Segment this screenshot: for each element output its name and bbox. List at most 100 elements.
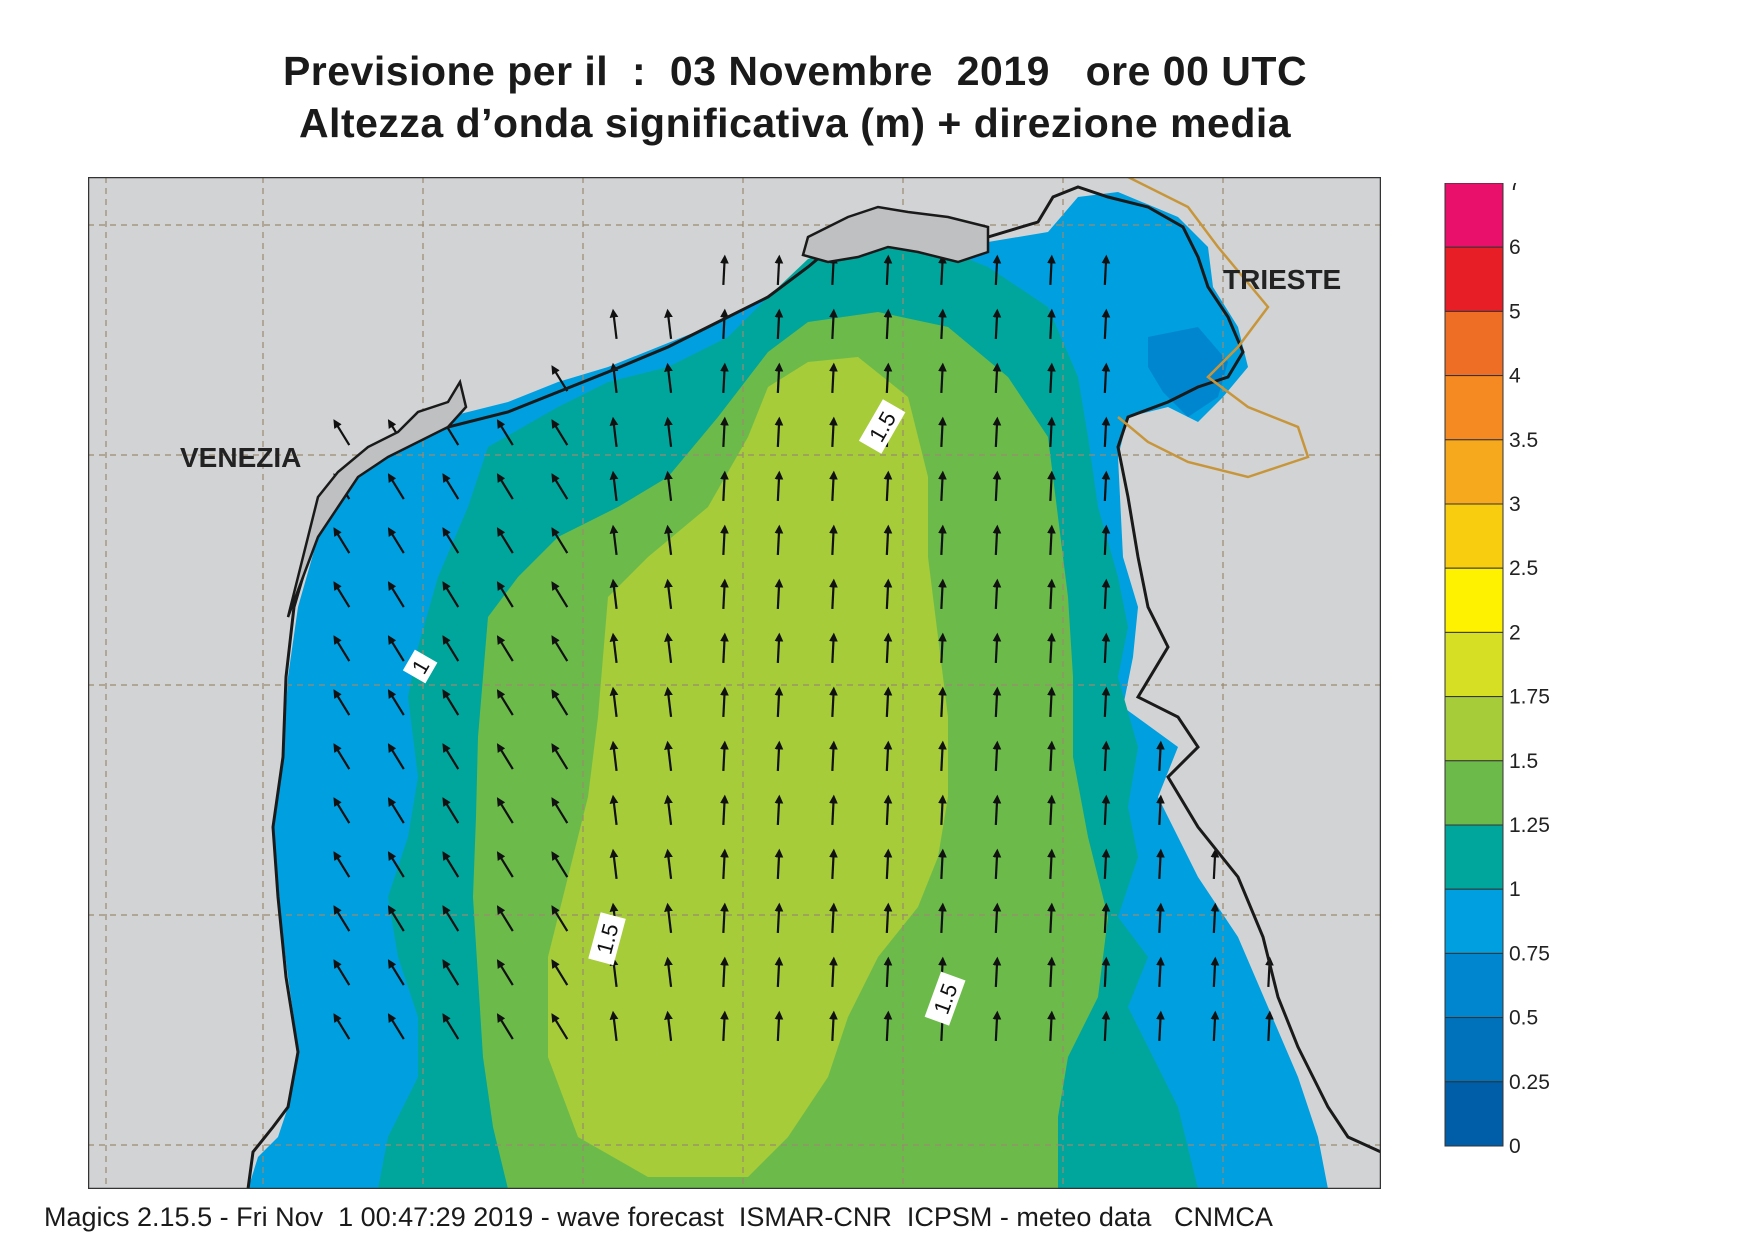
direction-arrow	[938, 794, 947, 826]
direction-arrow	[829, 1010, 838, 1042]
direction-arrow	[442, 797, 460, 824]
direction-arrow	[883, 956, 893, 988]
legend-swatch	[1444, 503, 1504, 569]
direction-arrow	[496, 635, 514, 662]
direction-arrow	[883, 632, 893, 664]
direction-arrow	[829, 524, 838, 556]
direction-arrow	[720, 902, 729, 934]
legend-swatch	[1444, 1017, 1504, 1083]
direction-arrow	[829, 686, 838, 718]
direction-arrow	[720, 254, 729, 286]
direction-arrow	[720, 848, 729, 880]
direction-arrow	[774, 902, 784, 934]
contour-label-bg-mid	[402, 649, 438, 684]
legend-swatch	[1444, 375, 1504, 441]
direction-arrow	[1047, 686, 1056, 718]
direction-arrow	[720, 740, 729, 772]
direction-arrow	[829, 632, 838, 664]
direction-arrow	[442, 527, 460, 554]
contour-label-bg-right	[924, 971, 966, 1026]
direction-arrow	[551, 527, 569, 554]
direction-arrow	[829, 308, 838, 340]
legend-tick-label: 0.25	[1509, 1071, 1550, 1094]
direction-arrow	[442, 689, 460, 716]
direction-arrow	[496, 581, 514, 608]
legend-swatch	[1444, 567, 1504, 633]
direction-arrow	[720, 578, 729, 610]
direction-arrow	[551, 743, 569, 770]
direction-arrow	[1101, 632, 1111, 664]
legend-tick-label: 2.5	[1509, 557, 1538, 580]
direction-arrow	[333, 635, 351, 662]
direction-arrow	[774, 848, 784, 880]
legend-swatch	[1444, 888, 1504, 954]
direction-arrow	[1101, 902, 1111, 934]
direction-arrow	[1101, 416, 1111, 448]
direction-arrow	[387, 1013, 405, 1040]
direction-arrow	[609, 308, 619, 340]
direction-arrow	[938, 362, 947, 394]
direction-arrow	[992, 416, 1002, 448]
direction-arrow	[774, 308, 784, 340]
direction-arrow	[1047, 416, 1056, 448]
legend-tick-label: 2	[1509, 621, 1521, 644]
direction-arrow	[720, 470, 729, 502]
direction-arrow	[992, 308, 1002, 340]
direction-arrow	[496, 797, 514, 824]
color-legend: 7 6 5 4 3.5 3 2.5 2 1.75 1.5 1.25 1 0.75 0.5 0.25 0	[1444, 183, 1550, 1158]
direction-arrow	[992, 1010, 1002, 1042]
legend-tick-label: 5	[1509, 300, 1521, 323]
direction-arrow	[609, 686, 619, 718]
footer-credit: Magics 2.15.5 - Fri Nov 1 00:47:29 2019 …	[44, 1202, 1273, 1232]
lagoon-islands-east	[801, 205, 990, 264]
coastline	[246, 185, 1381, 1189]
direction-arrow	[333, 905, 351, 932]
direction-arrow	[1156, 794, 1165, 826]
direction-arrow	[387, 743, 405, 770]
direction-arrow	[1156, 740, 1165, 772]
direction-arrow	[829, 362, 838, 394]
legend-tick-label: 3.5	[1509, 429, 1538, 452]
direction-arrow	[720, 794, 729, 826]
map-frame	[88, 177, 1381, 1189]
wave-height-map: VENEZIA TRIESTE 1.5 1 1.5 1.5	[88, 177, 1381, 1189]
legend-swatch	[1444, 439, 1504, 505]
city-label-trieste: TRIESTE	[1223, 264, 1341, 295]
direction-arrow	[387, 527, 405, 554]
legend-tick-label: 6	[1509, 236, 1521, 259]
direction-arrow	[1047, 524, 1056, 556]
direction-arrow	[992, 254, 1002, 286]
direction-arrow	[1101, 308, 1111, 340]
direction-arrow	[992, 848, 1002, 880]
direction-arrow	[720, 416, 729, 448]
direction-arrow	[1047, 578, 1056, 610]
direction-arrow	[992, 902, 1002, 934]
legend-tick-label: 0.75	[1509, 942, 1550, 965]
direction-arrow	[551, 473, 569, 500]
direction-arrow	[720, 308, 729, 340]
direction-arrow	[1047, 794, 1056, 826]
direction-arrow	[664, 956, 673, 988]
direction-arrow	[664, 848, 673, 880]
direction-arrow	[1047, 470, 1056, 502]
direction-arrow	[829, 578, 838, 610]
direction-arrow	[664, 740, 673, 772]
direction-arrow	[1156, 956, 1165, 988]
direction-arrow	[774, 254, 784, 286]
direction-arrow	[829, 794, 838, 826]
direction-arrow	[938, 524, 947, 556]
direction-arrow	[551, 905, 569, 932]
direction-arrow	[1156, 902, 1165, 934]
direction-arrow	[1047, 1010, 1056, 1042]
direction-arrow	[442, 905, 460, 932]
direction-arrow	[333, 527, 351, 554]
direction-arrow	[1047, 740, 1056, 772]
direction-arrow	[664, 578, 673, 610]
sea-band-0.5-0.75	[1148, 327, 1228, 417]
contour-label-bg-top	[858, 399, 906, 454]
sea-band-1.5-1.75	[548, 357, 948, 1177]
direction-arrow	[609, 524, 619, 556]
direction-arrow	[774, 740, 784, 772]
legend-tick-label: 0	[1509, 1135, 1521, 1158]
legend-swatch	[1444, 696, 1504, 762]
